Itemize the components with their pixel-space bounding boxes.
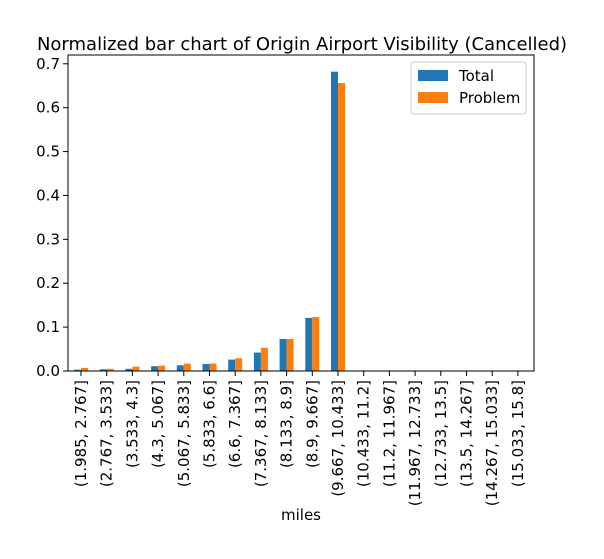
y-tick-label-1: 0.1: [36, 318, 60, 336]
bar-total-1: [99, 369, 107, 371]
x-tick-label-11: (10.433, 11.2]: [355, 380, 373, 487]
x-tick-label-6: (6.6, 7.367]: [226, 380, 244, 468]
legend-swatch-total: [418, 70, 448, 81]
legend: Total Problem: [410, 61, 527, 115]
bar-problem-3: [158, 365, 166, 371]
bar-total-3: [151, 366, 159, 371]
bar-problem-9: [312, 317, 320, 371]
y-axis: 0.0 0.1 0.2 0.3 0.4 0.5 0.6 0.7: [36, 55, 68, 380]
y-tick-label-4: 0.4: [36, 186, 60, 204]
bar-problem-4: [183, 363, 191, 371]
y-tick-label-0: 0.0: [36, 362, 60, 380]
y-tick-label-7: 0.7: [36, 55, 60, 73]
x-tick-label-10: (9.667, 10.433]: [329, 380, 347, 497]
y-tick-label-5: 0.5: [36, 143, 60, 161]
y-tick-label-3: 0.3: [36, 230, 60, 248]
chart-title: Normalized bar chart of Origin Airport V…: [37, 34, 567, 55]
x-tick-label-17: (15.033, 15.8]: [509, 380, 527, 487]
x-tick-label-7: (7.367, 8.133]: [252, 380, 270, 487]
legend-swatch-problem: [418, 92, 448, 103]
bar-problem-1: [106, 368, 114, 371]
bar-total-7: [253, 352, 261, 371]
bar-total-2: [125, 368, 133, 371]
x-tick-label-3: (4.3, 5.067]: [149, 380, 167, 468]
bar-problem-10: [338, 83, 345, 371]
bar-total-0: [74, 369, 81, 371]
y-tick-label-6: 0.6: [36, 99, 60, 117]
x-tick-label-1: (2.767, 3.533]: [98, 380, 116, 487]
bar-total-8: [279, 338, 287, 371]
bar-problem-2: [132, 366, 140, 371]
x-tick-label-13: (11.967, 12.733]: [406, 380, 424, 506]
bar-total-9: [305, 317, 313, 371]
bars-group: [74, 71, 345, 372]
bar-problem-5: [209, 363, 217, 371]
plot-frame: [67, 54, 535, 372]
x-tick-label-2: (3.533, 4.3]: [123, 380, 141, 468]
x-axis: (1.985, 2.767] (2.767, 3.533] (3.533, 4.3]…: [72, 371, 527, 506]
x-tick-label-8: (8.133, 8.9]: [278, 380, 296, 468]
bar-total-5: [202, 363, 210, 371]
y-tick-label-2: 0.2: [36, 274, 60, 292]
legend-label-problem: Problem: [459, 89, 520, 107]
legend-label-total: Total: [458, 67, 494, 85]
bar-problem-6: [235, 358, 243, 371]
x-tick-label-15: (13.5, 14.267]: [458, 380, 476, 487]
bar-total-10: [331, 71, 338, 372]
bar-total-6: [228, 359, 236, 371]
bar-problem-7: [260, 347, 268, 371]
x-tick-label-14: (12.733, 13.5]: [432, 380, 450, 487]
x-tick-label-5: (5.833, 6.6]: [201, 380, 219, 468]
x-tick-label-4: (5.067, 5.833]: [175, 380, 193, 487]
x-tick-label-9: (8.9, 9.667]: [303, 380, 321, 468]
x-axis-label: miles: [281, 506, 321, 524]
bar-problem-0: [81, 367, 88, 371]
bar-total-4: [176, 365, 184, 371]
x-tick-label-12: (11.2, 11.967]: [380, 380, 398, 487]
x-tick-label-0: (1.985, 2.767]: [72, 380, 90, 487]
bar-problem-8: [286, 338, 294, 371]
x-tick-label-16: (14.267, 15.033]: [483, 380, 501, 506]
